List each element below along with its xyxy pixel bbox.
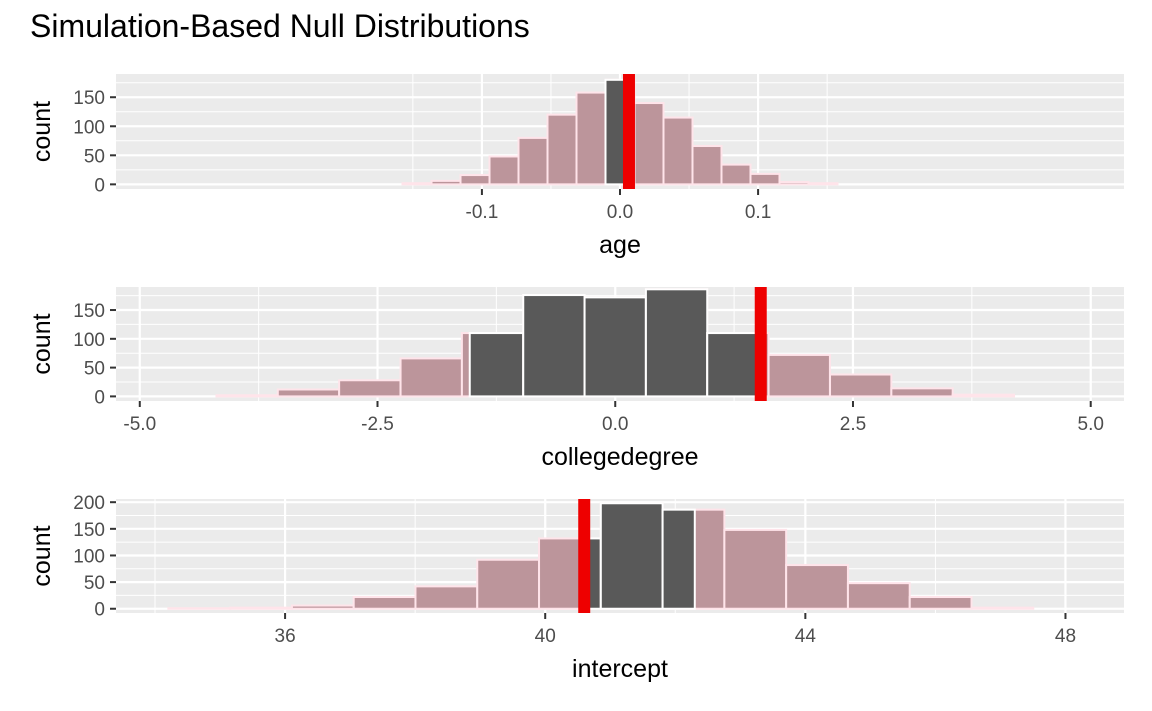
histogram-bar	[662, 116, 694, 186]
x-tick-label: 48	[1055, 626, 1076, 647]
x-axis-title: age	[599, 231, 641, 259]
histogram-bar	[290, 604, 355, 610]
y-axis-title: count	[28, 313, 56, 374]
histogram-bar-middle	[583, 296, 647, 398]
y-tick-label: 150	[73, 88, 105, 109]
y-tick-label: 100	[73, 546, 105, 567]
histogram-bar	[846, 582, 911, 610]
histogram-bar-middle	[706, 332, 762, 398]
y-tick-label: 50	[84, 146, 105, 167]
histogram-bar	[951, 393, 1016, 398]
x-tick-label: 36	[275, 626, 296, 647]
histogram-bar	[720, 163, 752, 186]
x-axis-title: collegedegree	[541, 443, 698, 471]
facet-panel-collegedegree: 0 50 100 150 -5.0 -2.5 0.0 2.5 5.0 collegedegree c…	[28, 287, 1124, 471]
histogram-bar	[517, 136, 549, 186]
observed-statistic-line	[622, 74, 635, 189]
y-tick-label: 50	[84, 573, 105, 594]
chart-title: Simulation-Based Null Distributions	[30, 8, 530, 44]
histogram-bar	[338, 379, 402, 398]
histogram-bar	[401, 182, 433, 186]
y-tick-label: 150	[73, 520, 105, 541]
y-tick-label: 50	[84, 359, 105, 380]
histogram-bar	[575, 91, 607, 186]
histogram-bar	[691, 145, 723, 186]
histogram-bar	[276, 388, 341, 398]
y-tick-label: 100	[73, 117, 105, 138]
x-tick-label: -5.0	[123, 414, 156, 435]
histogram-bar	[633, 102, 665, 186]
histogram-bar	[488, 155, 520, 186]
histogram-bar	[785, 564, 849, 610]
y-tick-label: 0	[94, 600, 105, 621]
histogram-bar	[970, 606, 1035, 610]
x-axis-title: intercept	[572, 655, 668, 683]
x-tick-label: 0.0	[602, 414, 628, 435]
histogram-bar	[829, 373, 893, 398]
histogram-bar	[459, 174, 491, 186]
observed-statistic-line	[754, 287, 767, 401]
x-tick-label: 44	[795, 626, 817, 647]
x-tick-label: -0.1	[466, 202, 499, 223]
x-tick-label: 0.0	[607, 202, 633, 223]
histogram-bar	[778, 181, 810, 186]
facet-panel-intercept: 0 50 100 150 200 36 40 44 48 intercept count	[28, 493, 1124, 683]
histogram-bar	[890, 387, 954, 398]
histogram-bar	[430, 179, 462, 186]
facet-panel-age: 0 50 100 150 -0.1 0.0 0.1 age count	[28, 74, 1124, 259]
y-tick-label: 0	[94, 175, 105, 196]
observed-statistic-line	[578, 499, 591, 613]
x-tick-label: 0.1	[745, 202, 771, 223]
y-axis-title: count	[28, 101, 56, 162]
y-tick-label: 200	[73, 493, 105, 514]
histogram-bar	[215, 394, 279, 398]
histogram-bar-middle	[468, 332, 525, 398]
histogram-bar	[167, 607, 232, 610]
histogram-bar-middle	[599, 502, 664, 610]
histogram-bar	[352, 596, 417, 610]
histogram-bar-middle	[644, 288, 709, 398]
histogram-bar	[414, 585, 479, 610]
x-tick-label: 40	[535, 626, 556, 647]
x-tick-label: 5.0	[1078, 414, 1104, 435]
histogram-bar	[229, 606, 293, 610]
y-tick-label: 0	[94, 387, 105, 408]
x-tick-label: -2.5	[361, 414, 394, 435]
histogram-bar-middle	[661, 508, 696, 610]
y-tick-label: 100	[73, 330, 105, 351]
y-tick-label: 150	[73, 301, 105, 322]
histogram-bar	[767, 353, 831, 398]
histogram-bar	[399, 357, 463, 398]
histogram-bar	[807, 182, 839, 186]
histogram-bar	[908, 596, 973, 610]
histogram-bar-middle	[522, 294, 586, 398]
histogram-bar	[723, 528, 788, 610]
histogram-bar	[476, 558, 541, 610]
x-tick-label: 2.5	[840, 414, 866, 435]
histogram-bar	[749, 172, 781, 186]
y-axis-title: count	[28, 525, 56, 586]
histogram-bar	[546, 113, 578, 186]
